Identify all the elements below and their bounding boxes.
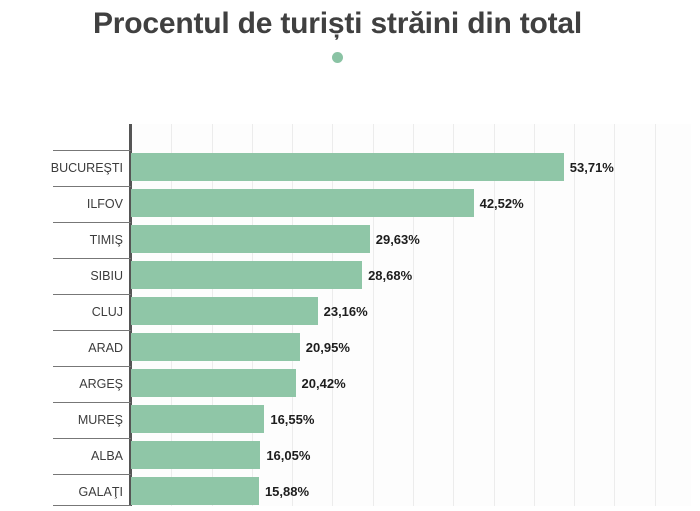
- row-separator: [53, 222, 131, 223]
- category-label: GALAŢI: [78, 485, 123, 499]
- category-label: BUCUREŞTI: [50, 161, 123, 175]
- gridline: [413, 124, 414, 506]
- chart-row: ALBA 16,05%: [0, 438, 700, 474]
- row-separator: [53, 438, 131, 439]
- bar-value-label: 20,42%: [301, 376, 346, 391]
- chart-row: TIMIŞ 29,63%: [0, 222, 700, 258]
- row-separator-bottom: [53, 505, 131, 506]
- row-separator: [53, 366, 131, 367]
- legend-dot-icon: [332, 51, 343, 63]
- chart-row: BUCUREŞTI 53,71%: [0, 150, 700, 186]
- bar-value-label: 15,88%: [264, 484, 310, 499]
- page-title: Procentul de turiști străini din total: [92, 7, 583, 40]
- chart-row: CLUJ 23,16%: [0, 294, 700, 330]
- chart-row: MUREŞ 16,55%: [0, 402, 700, 438]
- bar[interactable]: [131, 441, 261, 469]
- category-label: MUREŞ: [77, 413, 123, 427]
- category-label: SIBIU: [90, 269, 123, 283]
- gridline: [494, 124, 495, 506]
- row-separator: [53, 258, 131, 259]
- title-block: Procentul de turiști străini din total: [50, 0, 625, 68]
- bar[interactable]: [131, 189, 474, 217]
- bar-value-label: 16,05%: [266, 448, 311, 463]
- gridline: [574, 124, 575, 506]
- row-separator: [53, 474, 131, 475]
- chart-row: ARAD 20,95%: [0, 330, 700, 366]
- category-label: ARGEŞ: [79, 377, 123, 391]
- bar-value-label: 29,63%: [375, 232, 420, 247]
- bar-value-label: 42,52%: [479, 196, 524, 211]
- bar[interactable]: [131, 369, 296, 397]
- chart-row: ILFOV 42,52%: [0, 186, 700, 222]
- bar-value-label: 20,95%: [305, 340, 350, 355]
- bar[interactable]: [131, 405, 265, 433]
- gridline: [534, 124, 535, 506]
- chart-row: ARGEŞ 20,42%: [0, 366, 700, 402]
- gridline: [453, 124, 454, 506]
- chart-rows: BUCUREŞTI 53,71% ILFOV 42,52% TIMIŞ 29,63% SIB…: [0, 124, 700, 506]
- gridline: [655, 124, 656, 506]
- bar[interactable]: [131, 333, 300, 361]
- row-separator: [53, 150, 131, 151]
- category-label: ARAD: [88, 341, 123, 355]
- gridline: [614, 124, 615, 506]
- y-axis-line: [129, 124, 132, 506]
- category-label: ILFOV: [86, 197, 123, 211]
- bar[interactable]: [131, 225, 370, 253]
- row-separator: [53, 186, 131, 187]
- bar[interactable]: [131, 477, 259, 505]
- gridline: [332, 124, 333, 506]
- row-separator: [53, 402, 131, 403]
- bar-value-label: 23,16%: [323, 304, 368, 319]
- category-label: ALBA: [91, 449, 123, 463]
- gridline: [373, 124, 374, 506]
- bar-value-label: 16,55%: [270, 412, 315, 427]
- chart-legend: [50, 46, 625, 68]
- category-label: CLUJ: [91, 305, 123, 319]
- chart-row: SIBIU 28,68%: [0, 258, 700, 294]
- bar[interactable]: [131, 297, 318, 325]
- bar[interactable]: [131, 153, 564, 181]
- bar[interactable]: [131, 261, 363, 289]
- bar-value-label: 28,68%: [368, 268, 413, 283]
- bar-value-label: 53,71%: [569, 160, 614, 175]
- row-separator: [53, 330, 131, 331]
- chart-row: GALAŢI 15,88%: [0, 474, 700, 510]
- row-separator: [53, 294, 131, 295]
- category-label: TIMIŞ: [89, 233, 123, 247]
